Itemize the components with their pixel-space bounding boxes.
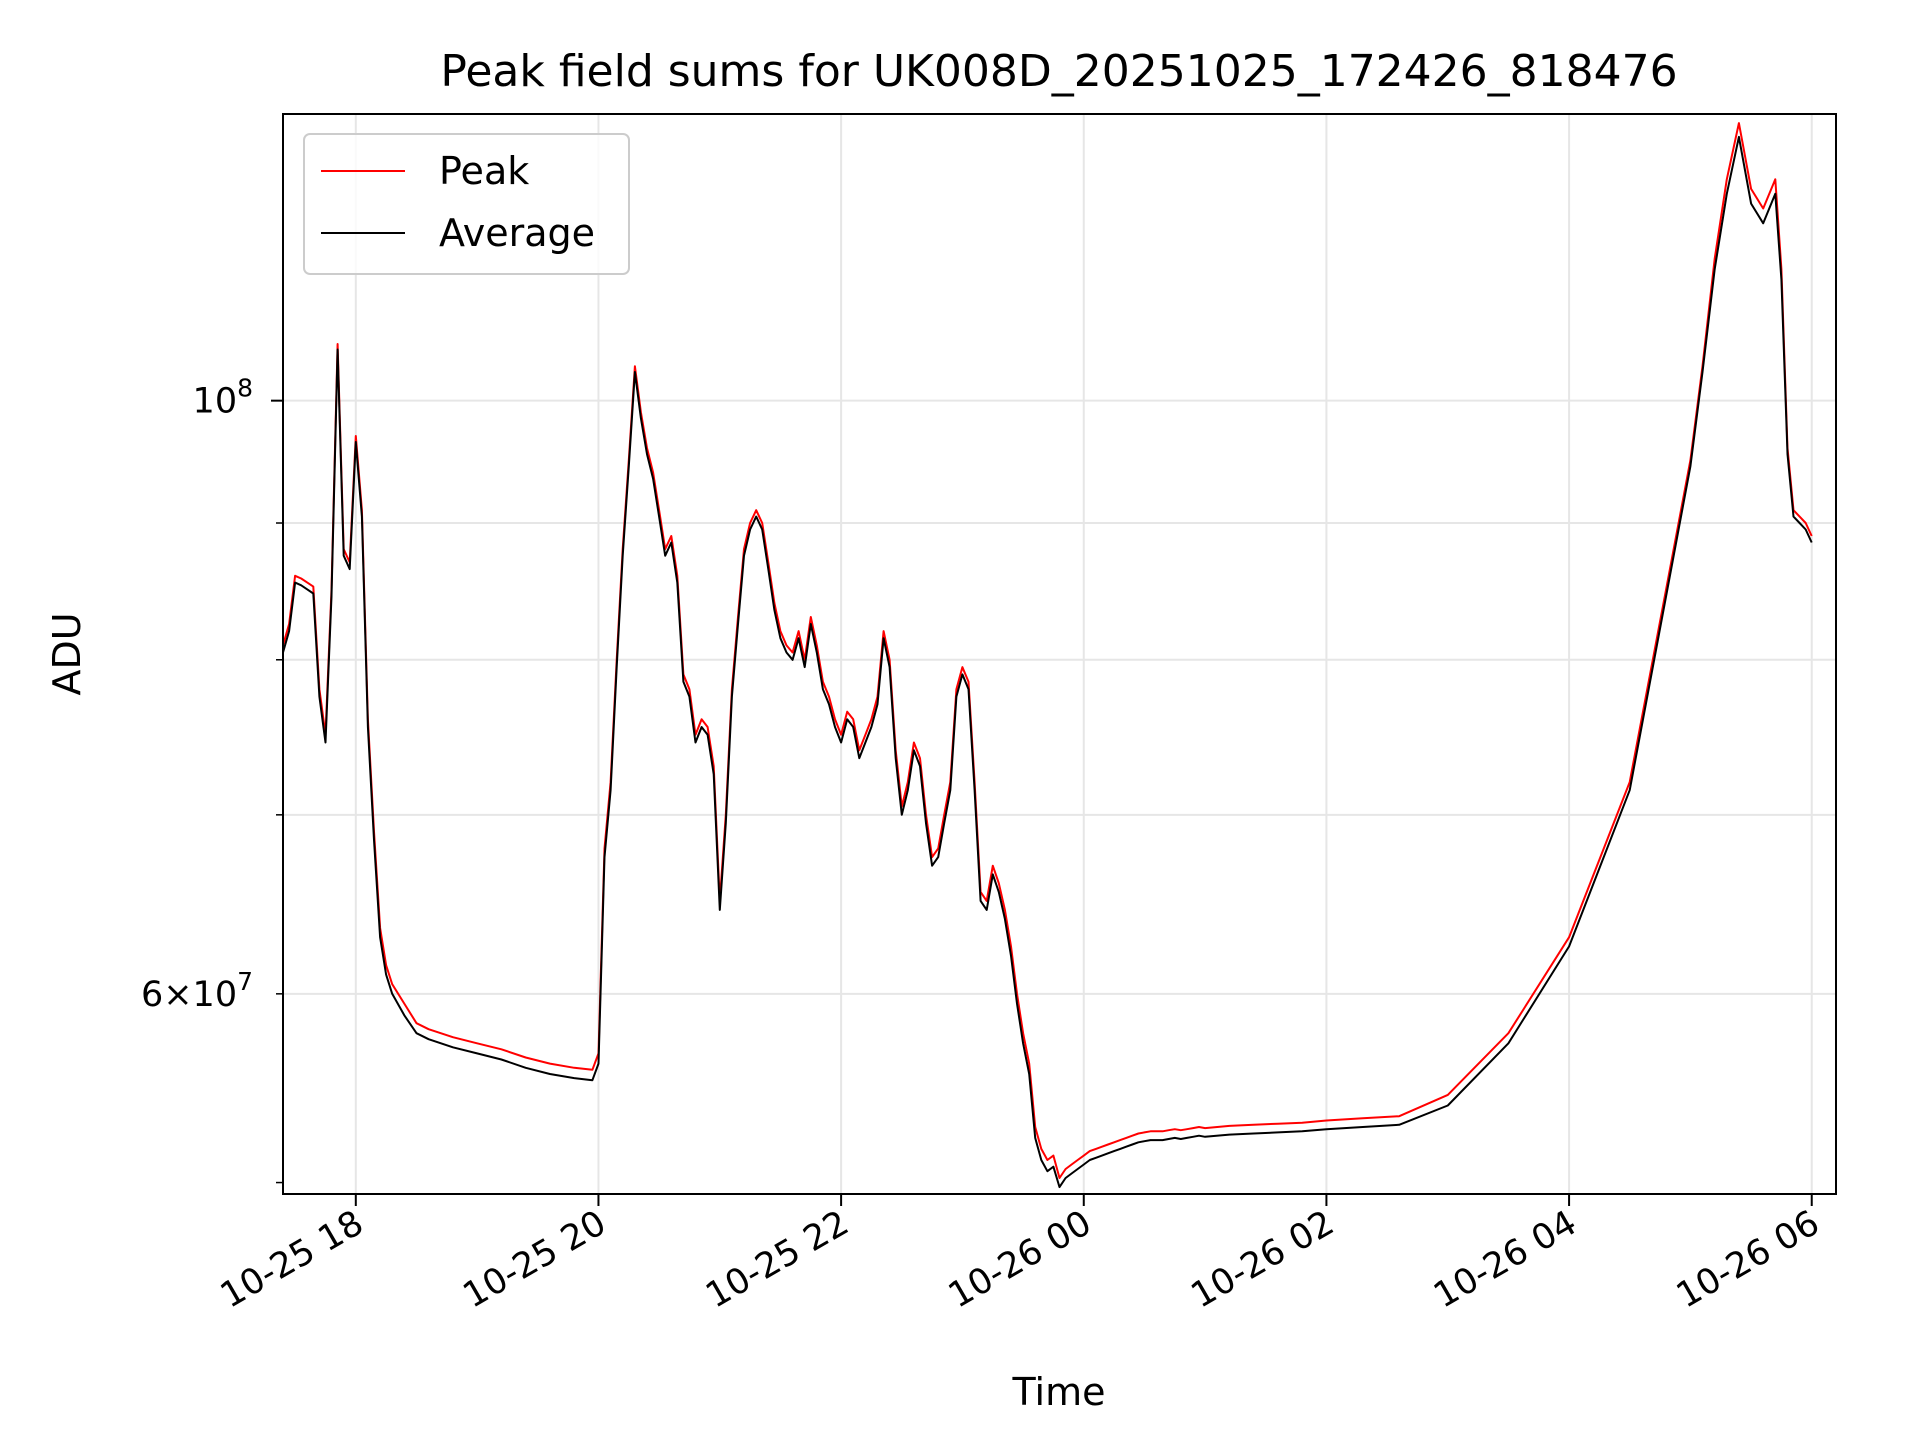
series-line-average	[283, 135, 1813, 1189]
plot-frame	[282, 113, 1837, 1195]
y-tick-label: 108	[193, 374, 253, 422]
x-axis-label: Time	[1012, 1370, 1106, 1414]
legend-label-peak: Peak	[439, 149, 529, 193]
legend: Peak Average	[303, 133, 630, 275]
legend-box	[303, 133, 630, 275]
y-tick-label: 6×107	[141, 967, 253, 1015]
legend-label-average: Average	[439, 211, 595, 255]
grid-lines	[283, 114, 1836, 1194]
y-axis: 108 6×107	[141, 374, 283, 1184]
chart-title: Peak field sums for UK008D_20251025_1724…	[440, 46, 1677, 97]
y-axis-label: ADU	[45, 612, 89, 695]
series-layer	[283, 122, 1813, 1189]
